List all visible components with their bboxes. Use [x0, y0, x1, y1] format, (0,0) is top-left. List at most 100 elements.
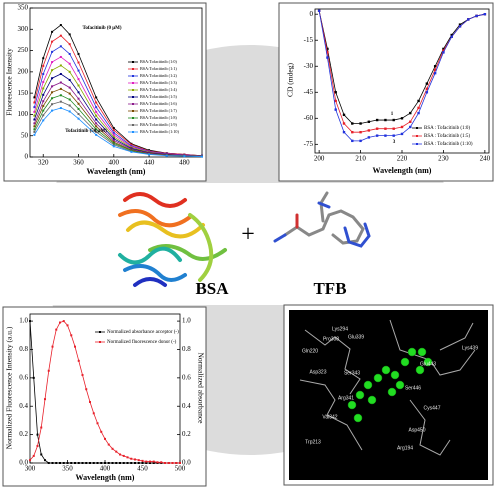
- data-point: [59, 100, 62, 103]
- data-point: [164, 462, 166, 464]
- y-tick-label: 0.0: [19, 459, 28, 467]
- data-point: [85, 388, 88, 391]
- legend-marker: [99, 331, 101, 333]
- data-point: [77, 359, 80, 362]
- data-point: [95, 128, 98, 131]
- data-point: [111, 447, 114, 450]
- data-point: [425, 91, 429, 94]
- x-tick-label: 210: [355, 155, 366, 163]
- data-point: [334, 91, 337, 94]
- data-point: [115, 462, 118, 464]
- data-point: [59, 64, 62, 67]
- data-point: [433, 68, 437, 71]
- data-point: [359, 139, 362, 143]
- data-point: [152, 460, 155, 463]
- data-point: [400, 125, 404, 129]
- residue-label: Trp213: [305, 439, 321, 445]
- data-point: [42, 64, 45, 67]
- data-point: [134, 458, 136, 461]
- data-point: [89, 462, 91, 464]
- y-tick-label: 1.0: [19, 317, 28, 325]
- legend-label: BSA:Tofacitinib (1:1): [140, 66, 177, 71]
- data-point: [89, 400, 91, 403]
- data-point: [68, 52, 71, 55]
- data-point: [433, 71, 437, 75]
- data-point: [42, 57, 45, 60]
- data-point: [59, 321, 61, 324]
- data-point: [33, 122, 36, 125]
- data-point: [171, 462, 174, 464]
- data-point: [51, 345, 54, 348]
- x-axis-label: Wavelength (nm): [76, 473, 135, 482]
- data-point: [59, 55, 62, 58]
- data-point: [51, 30, 54, 33]
- y-tick-label: 0.8: [19, 345, 28, 353]
- data-point: [384, 118, 387, 122]
- data-point: [95, 114, 98, 117]
- data-point: [77, 69, 80, 72]
- data-point: [51, 50, 54, 53]
- data-point: [42, 119, 45, 122]
- annotation: Tofacitinib (50 μM): [65, 129, 107, 134]
- legend-marker: [132, 110, 134, 112]
- data-point: [42, 104, 45, 107]
- y2-tick-label: 0.2: [182, 430, 191, 438]
- data-point: [68, 86, 71, 89]
- docked-ligand: [347, 347, 433, 423]
- data-point: [359, 130, 362, 134]
- data-point: [59, 462, 61, 464]
- data-point: [156, 461, 159, 464]
- y-tick-label: 0.4: [19, 402, 28, 410]
- data-point: [375, 127, 379, 130]
- x-tick-label: 440: [144, 159, 155, 167]
- data-point: [42, 109, 45, 112]
- data-point: [201, 155, 203, 158]
- y-tick-label: 150: [18, 89, 29, 97]
- data-point: [62, 320, 65, 323]
- legend-marker: [132, 82, 134, 84]
- data-point: [29, 459, 31, 462]
- data-point: [47, 462, 50, 464]
- legend-label: BSA:Tofacitinib (1:0): [140, 59, 177, 64]
- protein-ribbon: [118, 192, 227, 287]
- data-point: [152, 462, 155, 464]
- data-point: [149, 460, 151, 463]
- data-point: [126, 456, 129, 459]
- data-point: [400, 117, 404, 120]
- data-point: [409, 125, 412, 129]
- y-tick-label: 0.6: [19, 373, 28, 381]
- legend-label: BSA : Tofacitinib (1:0): [424, 126, 470, 131]
- data-point: [141, 462, 144, 464]
- data-point: [104, 437, 106, 440]
- data-point: [112, 145, 115, 148]
- data-point: [112, 141, 115, 144]
- data-point: [70, 462, 73, 464]
- data-point: [375, 118, 379, 122]
- legend-marker: [132, 124, 134, 126]
- data-point: [141, 459, 144, 462]
- x-axis-label: Wavelength (nm): [87, 167, 146, 176]
- data-point: [96, 462, 99, 464]
- data-point: [183, 155, 186, 158]
- data-point: [51, 61, 54, 64]
- data-point: [351, 139, 354, 143]
- data-point: [112, 143, 115, 146]
- y-axis-label: Normalized Fluorescence Intensity (a.u.): [5, 326, 14, 449]
- ligand-structure: [273, 191, 371, 248]
- data-point: [409, 120, 412, 123]
- legend-label: BSA : Tofacitinib (1:10): [424, 142, 473, 147]
- y-tick-label: 0.2: [19, 430, 28, 438]
- data-point: [33, 128, 36, 131]
- data-point: [112, 133, 115, 136]
- residue-label: Cys447: [424, 405, 441, 411]
- data-point: [483, 13, 487, 16]
- data-point: [32, 454, 35, 457]
- legend-label: Normalized fluorescence donor (-): [107, 340, 177, 345]
- data-point: [36, 444, 39, 447]
- data-point: [77, 117, 80, 120]
- data-point: [51, 69, 54, 72]
- data-point: [59, 81, 62, 84]
- y-tick-label: -75: [304, 140, 314, 148]
- data-point: [95, 106, 98, 109]
- data-point: [51, 103, 54, 106]
